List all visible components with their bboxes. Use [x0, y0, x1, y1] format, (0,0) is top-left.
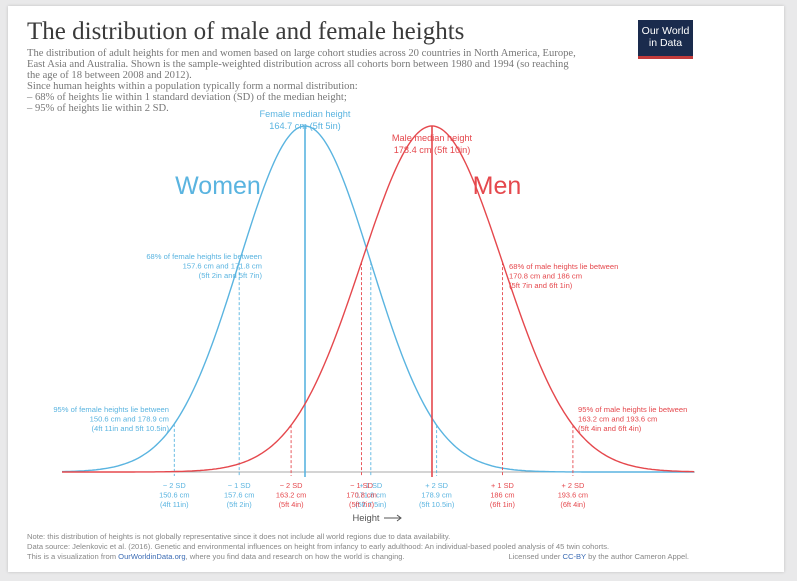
- sd-label-female: 178.9 cm: [421, 491, 451, 500]
- footer-source: Data source: Jelenkovic et al. (2016). G…: [27, 542, 610, 551]
- subtitle-line: the age of 18 between 2008 and 2012).: [27, 70, 192, 81]
- license-link[interactable]: CC-BY: [562, 552, 586, 561]
- owid-logo[interactable]: Our World in Data: [638, 20, 693, 59]
- logo-line: in Data: [648, 37, 683, 49]
- sd-label-female: (5ft 7.5in): [355, 500, 386, 509]
- series-name-female: Women: [175, 172, 261, 200]
- sd-label-female: − 2 SD: [163, 481, 186, 490]
- median-label-male: 178.4 cm (5ft 10in): [394, 145, 471, 155]
- subtitle-line: East Asia and Australia. Shown is the sa…: [27, 59, 569, 70]
- note-68-male: (5ft 7in and 6ft 1in): [509, 281, 573, 290]
- subtitle-line: Since human heights within a population …: [27, 81, 358, 92]
- note-68-male: 170.8 cm and 186 cm: [509, 272, 582, 281]
- chart-card: The distribution of male and female heig…: [8, 6, 784, 572]
- sd-label-female: (5ft 10.5in): [419, 500, 454, 509]
- median-label-female: 164.7 cm (5ft 5in): [269, 121, 341, 131]
- sd-label-female: (5ft 2in): [227, 500, 252, 509]
- sd-label-female: 171.8 cm: [356, 491, 386, 500]
- note-95-female: 150.6 cm and 178.9 cm: [90, 415, 169, 424]
- x-axis-label: Height: [352, 512, 379, 523]
- note-95-male: 95% of male heights lie between: [578, 405, 687, 414]
- sd-label-male: 186 cm: [490, 491, 514, 500]
- series-name-male: Men: [473, 172, 522, 200]
- sd-label-male: − 1 SD: [350, 481, 373, 490]
- note-68-male: 68% of male heights lie between: [509, 262, 618, 271]
- footer-visualization: This is a visualization from OurWorldinD…: [27, 552, 405, 561]
- note-68-female: 68% of female heights lie between: [146, 252, 262, 261]
- subtitle-line: – 95% of heights lie within 2 SD.: [27, 103, 169, 114]
- x-axis-arrow-icon: [384, 514, 402, 522]
- footer-note: Note: this distribution of heights is no…: [27, 532, 451, 541]
- subtitle-line: – 68% of heights lie within 1 standard d…: [27, 92, 347, 103]
- owid-link[interactable]: OurWorldinData.org: [118, 552, 186, 561]
- curve-male: [62, 125, 695, 473]
- sd-label-male: − 2 SD: [280, 481, 303, 490]
- logo-line: Our World: [641, 25, 690, 37]
- note-68-female: 157.6 cm and 171.8 cm: [183, 262, 262, 271]
- median-label-female: Female median height: [260, 109, 351, 119]
- sd-label-male: 163.2 cm: [276, 491, 306, 500]
- sd-label-male: (5ft 7in): [349, 500, 374, 509]
- sd-label-male: (6ft 4in): [560, 500, 585, 509]
- note-95-female: (4ft 11in and 5ft 10.5in): [91, 424, 169, 433]
- median-label-male: Male median height: [392, 133, 473, 143]
- subtitle-line: The distribution of adult heights for me…: [27, 48, 576, 59]
- sd-label-male: + 1 SD: [491, 481, 514, 490]
- footer-license: Licensed under CC-BY by the author Camer…: [508, 552, 689, 561]
- curve-female: [62, 125, 694, 473]
- sd-label-female: 157.6 cm: [224, 491, 254, 500]
- sd-label-female: (4ft 11in): [160, 500, 189, 509]
- note-68-female: (5ft 2in and 5ft 7in): [199, 271, 263, 280]
- note-95-male: (5ft 4in and 6ft 4in): [578, 424, 642, 433]
- sd-label-female: + 1 SD: [359, 481, 382, 490]
- sd-label-female: − 1 SD: [228, 481, 251, 490]
- sd-label-female: 150.6 cm: [159, 491, 189, 500]
- sd-label-male: (5ft 4in): [279, 500, 304, 509]
- sd-label-female: + 2 SD: [425, 481, 448, 490]
- note-95-male: 163.2 cm and 193.6 cm: [578, 415, 657, 424]
- chart-title: The distribution of male and female heig…: [27, 18, 465, 45]
- sd-label-male: 193.6 cm: [558, 491, 588, 500]
- sd-label-male: 170.8 cm: [346, 491, 376, 500]
- sd-label-male: + 2 SD: [561, 481, 584, 490]
- height-distribution-chart: Female median height 164.7 cm (5ft 5in) Wo…: [53, 109, 695, 523]
- note-95-female: 95% of female heights lie between: [53, 405, 169, 414]
- sd-label-male: (6ft 1in): [490, 500, 515, 509]
